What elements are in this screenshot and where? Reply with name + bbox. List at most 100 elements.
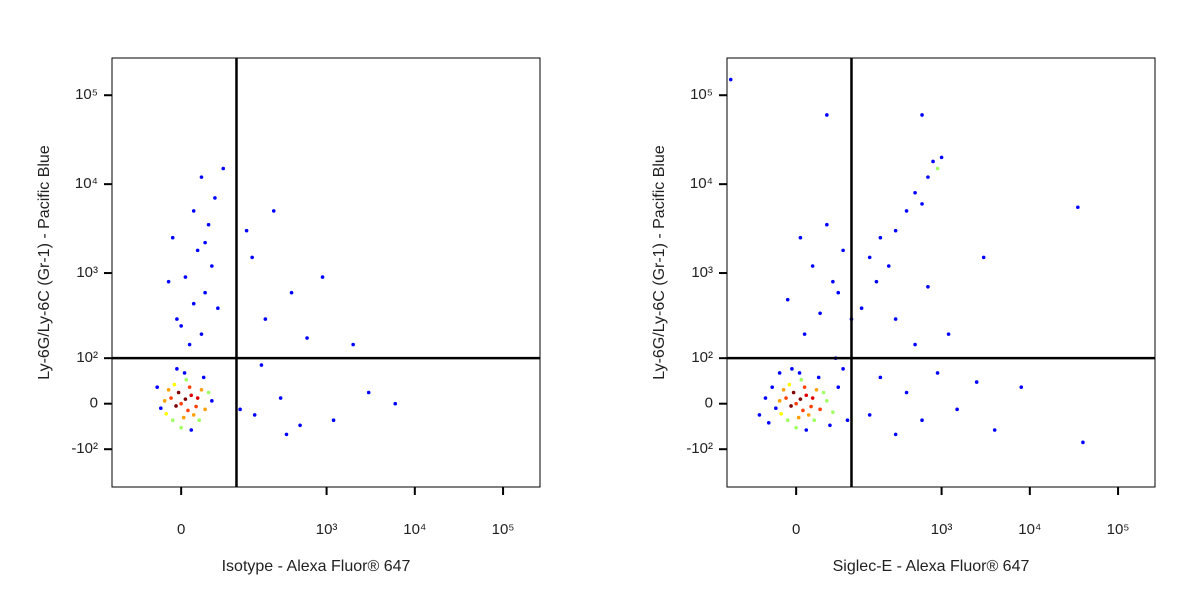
event-dot xyxy=(170,235,175,240)
x-tick-label: 10⁴ xyxy=(1018,521,1041,538)
x-tick-label: 10⁵ xyxy=(1107,521,1130,538)
event-dot xyxy=(974,380,979,384)
event-dot xyxy=(825,222,829,227)
event-dot xyxy=(828,423,832,428)
event-dot xyxy=(187,342,192,347)
event-dot xyxy=(859,306,864,311)
event-dot xyxy=(790,367,794,371)
y-tick-label: 10³ xyxy=(76,264,98,281)
event-dot xyxy=(351,342,355,347)
event-dot xyxy=(176,390,181,395)
event-dot xyxy=(806,413,811,417)
event-dot xyxy=(182,371,187,375)
event-dot xyxy=(878,235,883,240)
event-dot xyxy=(206,222,211,227)
event-dot xyxy=(1019,385,1024,389)
event-dot xyxy=(981,255,986,260)
event-dot xyxy=(913,342,917,347)
event-dot xyxy=(766,420,771,425)
event-dot xyxy=(935,166,940,171)
event-dot xyxy=(271,209,276,213)
x-tick-label: 0 xyxy=(177,521,185,538)
event-dot xyxy=(197,418,202,423)
panel: 0 10³ 10⁴ 10⁵ -10² 0 10² 10³ 10⁴ 10⁵ Siglec-E - Al… xyxy=(651,57,1156,575)
event-dot xyxy=(804,393,809,398)
event-dot xyxy=(238,407,242,412)
event-dot xyxy=(169,396,173,400)
event-dot xyxy=(796,415,801,420)
event-dot xyxy=(926,175,930,179)
event-dot xyxy=(166,279,171,284)
y-tick-label: 10⁴ xyxy=(690,175,713,192)
event-dot xyxy=(784,396,788,400)
event-dot xyxy=(210,264,214,268)
y-tick-label: -10² xyxy=(686,440,713,457)
event-dot xyxy=(195,248,200,253)
event-dot xyxy=(814,387,819,392)
y-axis-label: Ly-6G/Ly-6C (Gr-1) - Pacific Blue xyxy=(36,145,53,380)
event-dot xyxy=(393,401,398,406)
event-dot xyxy=(797,371,802,375)
y-tick-label: 10² xyxy=(691,349,713,366)
event-dot xyxy=(194,404,198,409)
event-dot xyxy=(787,382,792,387)
event-dot xyxy=(252,413,257,417)
event-dot xyxy=(164,411,169,416)
event-dot xyxy=(175,367,179,371)
event-dot xyxy=(206,390,211,395)
event-dot xyxy=(203,290,207,295)
event-dot xyxy=(802,385,807,389)
event-dot xyxy=(801,408,805,413)
event-dot xyxy=(181,415,186,420)
event-dot xyxy=(175,317,179,321)
event-dot xyxy=(874,279,879,284)
x-axis-label: Siglec-E - Alexa Fluor® 647 xyxy=(833,558,1030,575)
event-dot xyxy=(810,396,815,400)
event-dot xyxy=(221,166,226,171)
event-dot xyxy=(191,301,196,306)
event-dot xyxy=(785,418,790,423)
y-tick-label: 0 xyxy=(90,395,98,412)
event-dot xyxy=(841,248,845,253)
event-dot xyxy=(189,393,194,398)
event-dot xyxy=(810,264,815,268)
event-dot xyxy=(804,428,809,432)
y-tick-label: -10² xyxy=(71,440,98,457)
event-dot xyxy=(781,387,786,392)
y-tick-label: 10³ xyxy=(691,264,713,281)
event-dot xyxy=(244,228,249,233)
event-dot xyxy=(162,399,167,403)
event-dot xyxy=(366,390,371,395)
event-dot xyxy=(278,396,283,400)
event-dot xyxy=(825,399,829,403)
event-dot xyxy=(172,382,177,387)
event-dot xyxy=(794,401,798,406)
event-dot xyxy=(791,390,796,395)
event-dot xyxy=(798,397,803,401)
event-dot xyxy=(777,399,782,403)
event-dot xyxy=(867,413,872,417)
event-dot xyxy=(250,255,254,260)
event-dot xyxy=(331,418,336,423)
x-tick-label: 10⁴ xyxy=(403,521,426,538)
event-dot xyxy=(777,371,782,375)
event-dot xyxy=(913,190,917,195)
event-dot xyxy=(298,423,302,428)
event-dot xyxy=(893,228,898,233)
event-dot xyxy=(816,375,821,380)
x-tick-label: 0 xyxy=(792,521,800,538)
event-dot xyxy=(191,413,196,417)
event-dot xyxy=(845,418,850,423)
event-dot xyxy=(955,407,959,412)
event-dot xyxy=(187,385,192,389)
y-tick-label: 10⁴ xyxy=(75,175,98,192)
event-dot xyxy=(183,275,188,279)
event-dot xyxy=(893,432,898,437)
event-dot xyxy=(263,317,268,321)
event-dot xyxy=(183,397,188,401)
event-dot xyxy=(174,404,178,408)
x-tick-label: 10⁵ xyxy=(492,521,515,538)
event-dot xyxy=(289,290,294,295)
event-dot xyxy=(259,363,264,367)
